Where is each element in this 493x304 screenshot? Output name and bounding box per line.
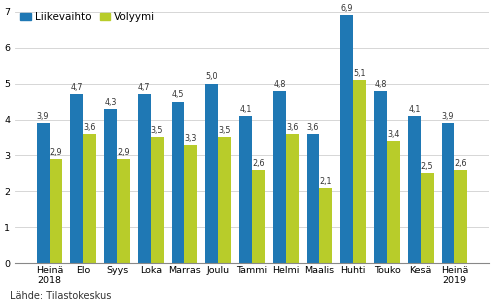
Text: 5,0: 5,0 <box>206 72 218 81</box>
Bar <box>117 159 130 263</box>
Text: 3,5: 3,5 <box>151 126 163 135</box>
Bar <box>455 170 467 263</box>
Text: 3,5: 3,5 <box>218 126 231 135</box>
Bar <box>307 134 319 263</box>
Text: 2,6: 2,6 <box>455 159 467 168</box>
Bar <box>252 170 265 263</box>
Text: 3,6: 3,6 <box>286 123 298 132</box>
Bar <box>353 80 366 263</box>
Text: 2,5: 2,5 <box>421 162 433 171</box>
Bar <box>184 145 197 263</box>
Text: 4,3: 4,3 <box>105 98 117 107</box>
Bar <box>421 173 433 263</box>
Text: 3,3: 3,3 <box>185 133 197 143</box>
Text: 4,8: 4,8 <box>273 80 285 89</box>
Text: 4,8: 4,8 <box>374 80 387 89</box>
Bar <box>49 159 62 263</box>
Text: 4,7: 4,7 <box>70 83 83 92</box>
Text: 2,9: 2,9 <box>50 148 62 157</box>
Text: 3,6: 3,6 <box>307 123 319 132</box>
Bar <box>374 91 387 263</box>
Text: 2,9: 2,9 <box>117 148 130 157</box>
Text: 4,5: 4,5 <box>172 90 184 99</box>
Text: 4,1: 4,1 <box>240 105 252 114</box>
Bar <box>273 91 286 263</box>
Text: 3,6: 3,6 <box>83 123 96 132</box>
Bar <box>442 123 455 263</box>
Bar <box>408 116 421 263</box>
Text: 4,1: 4,1 <box>408 105 421 114</box>
Bar <box>286 134 299 263</box>
Text: 4,7: 4,7 <box>138 83 150 92</box>
Bar <box>172 102 184 263</box>
Bar <box>340 16 353 263</box>
Text: 2,1: 2,1 <box>319 177 332 186</box>
Text: 6,9: 6,9 <box>341 4 353 13</box>
Bar <box>83 134 96 263</box>
Bar <box>206 84 218 263</box>
Bar <box>36 123 49 263</box>
Text: 3,4: 3,4 <box>387 130 400 139</box>
Bar <box>104 109 117 263</box>
Text: 2,6: 2,6 <box>252 159 265 168</box>
Bar <box>319 188 332 263</box>
Bar <box>70 95 83 263</box>
Bar <box>387 141 400 263</box>
Text: 3,9: 3,9 <box>442 112 455 121</box>
Legend: Liikevaihto, Volyymi: Liikevaihto, Volyymi <box>20 12 155 22</box>
Bar <box>138 95 151 263</box>
Bar <box>218 137 231 263</box>
Bar <box>151 137 164 263</box>
Bar <box>239 116 252 263</box>
Text: Lähde: Tilastokeskus: Lähde: Tilastokeskus <box>10 291 111 301</box>
Text: 3,9: 3,9 <box>37 112 49 121</box>
Text: 5,1: 5,1 <box>353 69 366 78</box>
